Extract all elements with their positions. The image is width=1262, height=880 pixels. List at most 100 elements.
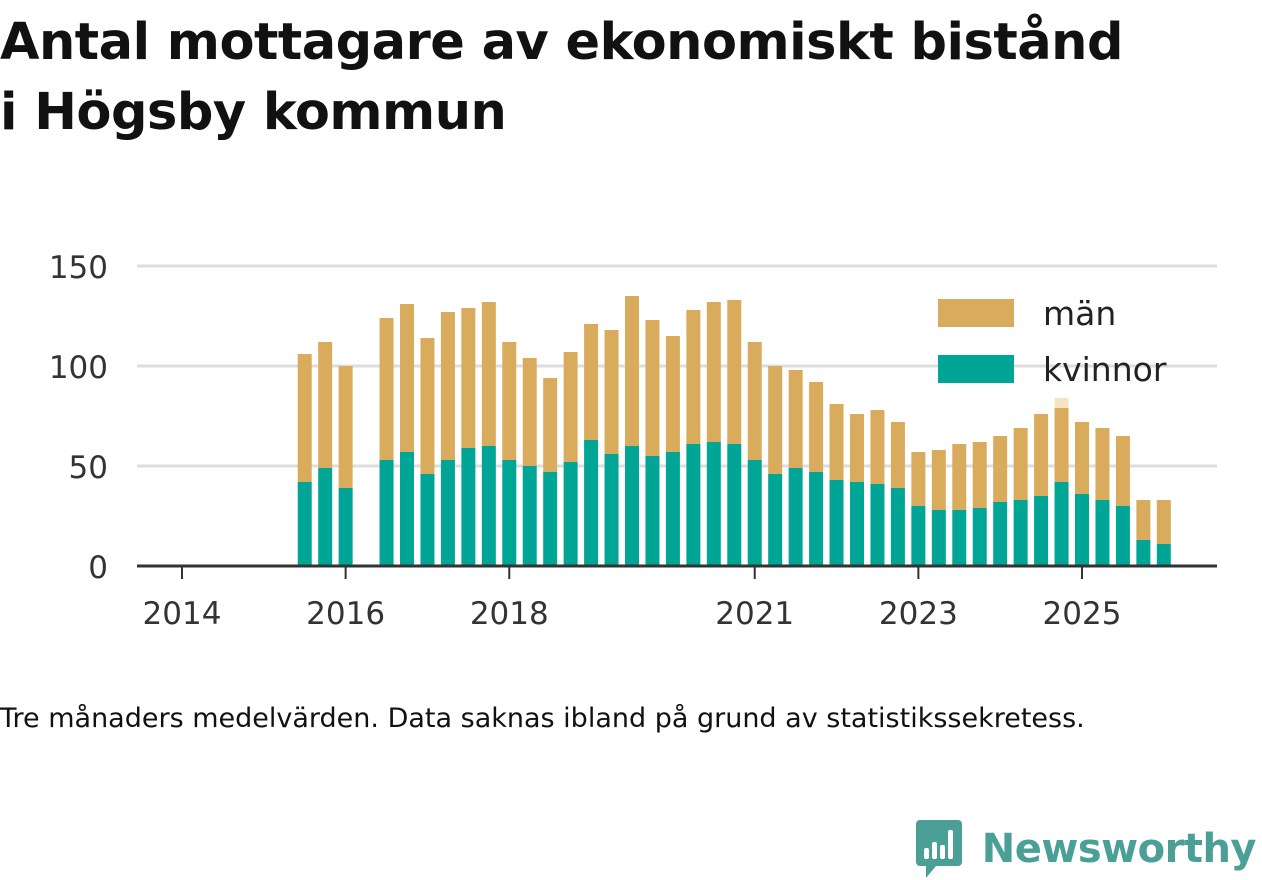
bar-man-23 [788,370,803,468]
bar-man-0 [297,354,312,482]
y-tick-label-50: 50 [69,450,108,486]
bar-man-22 [768,366,783,474]
chart-title: Antal mottagare av ekonomiskt bistånd i … [0,8,1262,148]
bar-man-19 [706,302,721,442]
bar-man-30 [931,450,946,510]
bar-kvinnor-12 [563,462,578,566]
bar-man-28 [890,422,905,488]
bar-man-11 [543,378,558,472]
bar-man-7 [461,308,476,448]
bar-man-18 [686,310,701,444]
x-tick-label-2016: 2016 [306,596,385,632]
newsworthy-logo: Newsworthy [914,818,1257,880]
legend-label-0: män [1043,294,1116,333]
bar-highlight-36 [1054,398,1069,408]
bar-kvinnor-30 [931,510,946,566]
bar-kvinnor-0 [297,482,312,566]
bar-kvinnor-26 [850,482,864,566]
bar-kvinnor-21 [747,460,762,566]
bar-kvinnor-17 [665,452,680,566]
y-tick-label-0: 0 [88,550,108,586]
legend-swatch-0 [938,299,1014,327]
y-tick-label-150: 150 [49,250,108,286]
bar-man-9 [502,342,517,460]
y-tick-label-100: 100 [49,350,108,386]
bar-man-8 [481,302,496,446]
x-tick-label-2021: 2021 [715,596,794,632]
bar-man-2 [338,366,353,488]
bar-man-27 [870,410,885,484]
bar-kvinnor-6 [440,460,455,566]
x-tick-label-2018: 2018 [470,596,549,632]
bar-kvinnor-1 [318,468,333,566]
bar-kvinnor-11 [543,472,558,566]
bar-man-35 [1034,414,1049,496]
bar-kvinnor-13 [584,440,599,566]
bar-man-39 [1115,436,1130,506]
bar-kvinnor-9 [502,460,517,566]
bar-kvinnor-27 [870,484,885,566]
bar-man-12 [563,352,578,462]
bar-man-29 [911,452,926,506]
bar-man-3 [379,318,394,460]
bar-man-32 [972,442,987,508]
bar-kvinnor-5 [420,474,435,566]
bar-kvinnor-20 [727,444,742,566]
bar-man-38 [1095,428,1110,500]
bar-kvinnor-10 [522,466,537,566]
bar-kvinnor-33 [993,502,1008,566]
bar-series [297,296,1171,566]
bar-kvinnor-19 [706,442,721,566]
legend: män kvinnor [938,294,1167,389]
bar-man-40 [1136,500,1151,540]
bar-kvinnor-41 [1156,544,1171,566]
newsworthy-logo-icon [915,820,962,878]
legend-swatch-1 [938,355,1014,383]
x-tick-label-2014: 2014 [143,596,222,632]
bar-kvinnor-8 [481,446,496,566]
bar-man-25 [829,404,844,480]
bar-man-21 [747,342,762,460]
bar-kvinnor-16 [645,456,660,566]
bar-man-41 [1156,500,1171,544]
bar-man-31 [952,444,967,510]
bar-kvinnor-29 [911,506,926,566]
bar-man-4 [400,304,414,452]
bar-kvinnor-15 [625,446,639,566]
bar-man-15 [625,296,639,446]
chart-title-line-1: Antal mottagare av ekonomiskt bistånd [0,13,1124,72]
bar-kvinnor-35 [1034,496,1049,566]
bar-man-20 [727,300,742,444]
bar-kvinnor-31 [952,510,967,566]
bar-kvinnor-3 [379,460,394,566]
bar-kvinnor-24 [809,472,824,566]
bar-man-37 [1075,422,1089,494]
bar-kvinnor-28 [890,488,905,566]
bar-man-5 [420,338,435,474]
bar-kvinnor-38 [1095,500,1110,566]
x-axis: 2014 2016 2018 2021 2023 2025 [137,564,1217,632]
bar-kvinnor-39 [1115,506,1130,566]
chart-title-line-2: i Högsby kommun [0,83,507,142]
y-axis-tick-labels: 0 50 100 150 [49,250,108,586]
bar-man-36 [1054,408,1069,482]
bar-man-24 [809,382,824,472]
bar-man-14 [604,330,619,454]
bar-kvinnor-22 [768,474,783,566]
bar-man-17 [665,336,680,452]
legend-label-1: kvinnor [1043,350,1167,389]
bar-kvinnor-34 [1013,500,1028,566]
bar-man-10 [522,358,537,466]
bar-man-34 [1013,428,1028,500]
bar-man-13 [584,324,599,440]
bar-kvinnor-36 [1054,482,1069,566]
bar-kvinnor-32 [972,508,987,566]
bar-man-1 [318,342,333,468]
chart-caption: Tre månaders medelvärden. Data saknas ib… [0,703,1085,734]
bar-kvinnor-18 [686,444,701,566]
bar-kvinnor-2 [338,488,353,566]
bar-kvinnor-37 [1075,494,1089,566]
bar-kvinnor-23 [788,468,803,566]
bar-man-33 [993,436,1008,502]
